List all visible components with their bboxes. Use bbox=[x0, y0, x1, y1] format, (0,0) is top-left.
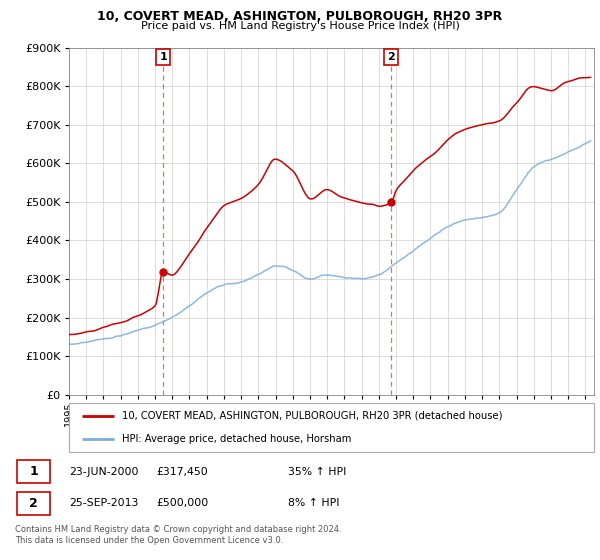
Text: 25-SEP-2013: 25-SEP-2013 bbox=[69, 498, 139, 508]
Text: Price paid vs. HM Land Registry's House Price Index (HPI): Price paid vs. HM Land Registry's House … bbox=[140, 21, 460, 31]
Text: £317,450: £317,450 bbox=[156, 466, 208, 477]
FancyBboxPatch shape bbox=[17, 460, 50, 483]
Text: 8% ↑ HPI: 8% ↑ HPI bbox=[288, 498, 340, 508]
Text: 1: 1 bbox=[29, 465, 38, 478]
Text: 10, COVERT MEAD, ASHINGTON, PULBOROUGH, RH20 3PR (detached house): 10, COVERT MEAD, ASHINGTON, PULBOROUGH, … bbox=[121, 410, 502, 421]
Text: Contains HM Land Registry data © Crown copyright and database right 2024.
This d: Contains HM Land Registry data © Crown c… bbox=[15, 525, 341, 545]
Text: 1: 1 bbox=[159, 52, 167, 62]
Text: HPI: Average price, detached house, Horsham: HPI: Average price, detached house, Hors… bbox=[121, 434, 351, 444]
Text: 23-JUN-2000: 23-JUN-2000 bbox=[69, 466, 139, 477]
FancyBboxPatch shape bbox=[69, 403, 594, 452]
Text: 10, COVERT MEAD, ASHINGTON, PULBOROUGH, RH20 3PR: 10, COVERT MEAD, ASHINGTON, PULBOROUGH, … bbox=[97, 10, 503, 23]
Text: 2: 2 bbox=[29, 497, 38, 510]
Text: 35% ↑ HPI: 35% ↑ HPI bbox=[288, 466, 346, 477]
Text: £500,000: £500,000 bbox=[156, 498, 208, 508]
FancyBboxPatch shape bbox=[17, 492, 50, 515]
Text: 2: 2 bbox=[388, 52, 395, 62]
